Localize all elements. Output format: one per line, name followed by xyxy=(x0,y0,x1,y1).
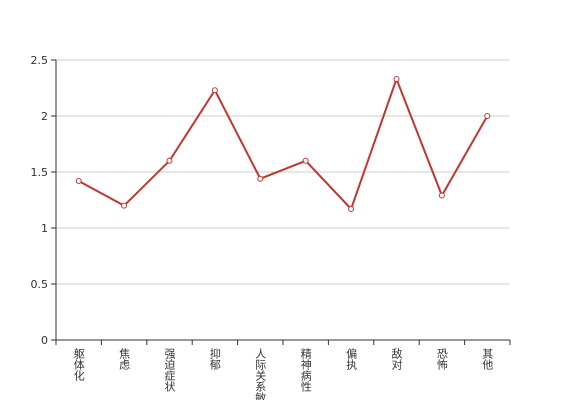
x-tick-label: 躯体化 xyxy=(72,348,85,382)
x-tick-label: 偏执 xyxy=(345,347,358,371)
y-tick-label: 1 xyxy=(41,222,48,235)
line xyxy=(78,76,489,211)
x-tick-label: 恐怖 xyxy=(435,348,448,370)
point xyxy=(211,87,218,94)
point xyxy=(121,202,128,209)
point xyxy=(166,157,173,164)
y-tick-label: 2.5 xyxy=(31,54,49,67)
x-tick-label: 精神病性 xyxy=(299,348,312,393)
x-tick-label: 人际关系敏感 xyxy=(254,348,267,400)
point xyxy=(393,76,400,83)
y-tick-label: 0.5 xyxy=(31,278,49,291)
point xyxy=(75,177,82,184)
point xyxy=(257,175,264,182)
point xyxy=(302,157,309,164)
x-tick-label: 焦虑 xyxy=(118,348,131,370)
y-tick-label: 1.5 xyxy=(31,166,49,179)
x-tick-label: 敌对 xyxy=(390,347,403,370)
x-tick-label: 其他 xyxy=(481,348,494,370)
point xyxy=(348,205,355,212)
x-tick-label: 抑郁 xyxy=(208,347,221,370)
x-tick-label: 强迫症状 xyxy=(163,348,176,392)
point xyxy=(438,192,445,199)
point xyxy=(484,113,491,119)
y-tick-label: 0 xyxy=(41,334,48,347)
y-tick-label: 2 xyxy=(41,110,48,123)
